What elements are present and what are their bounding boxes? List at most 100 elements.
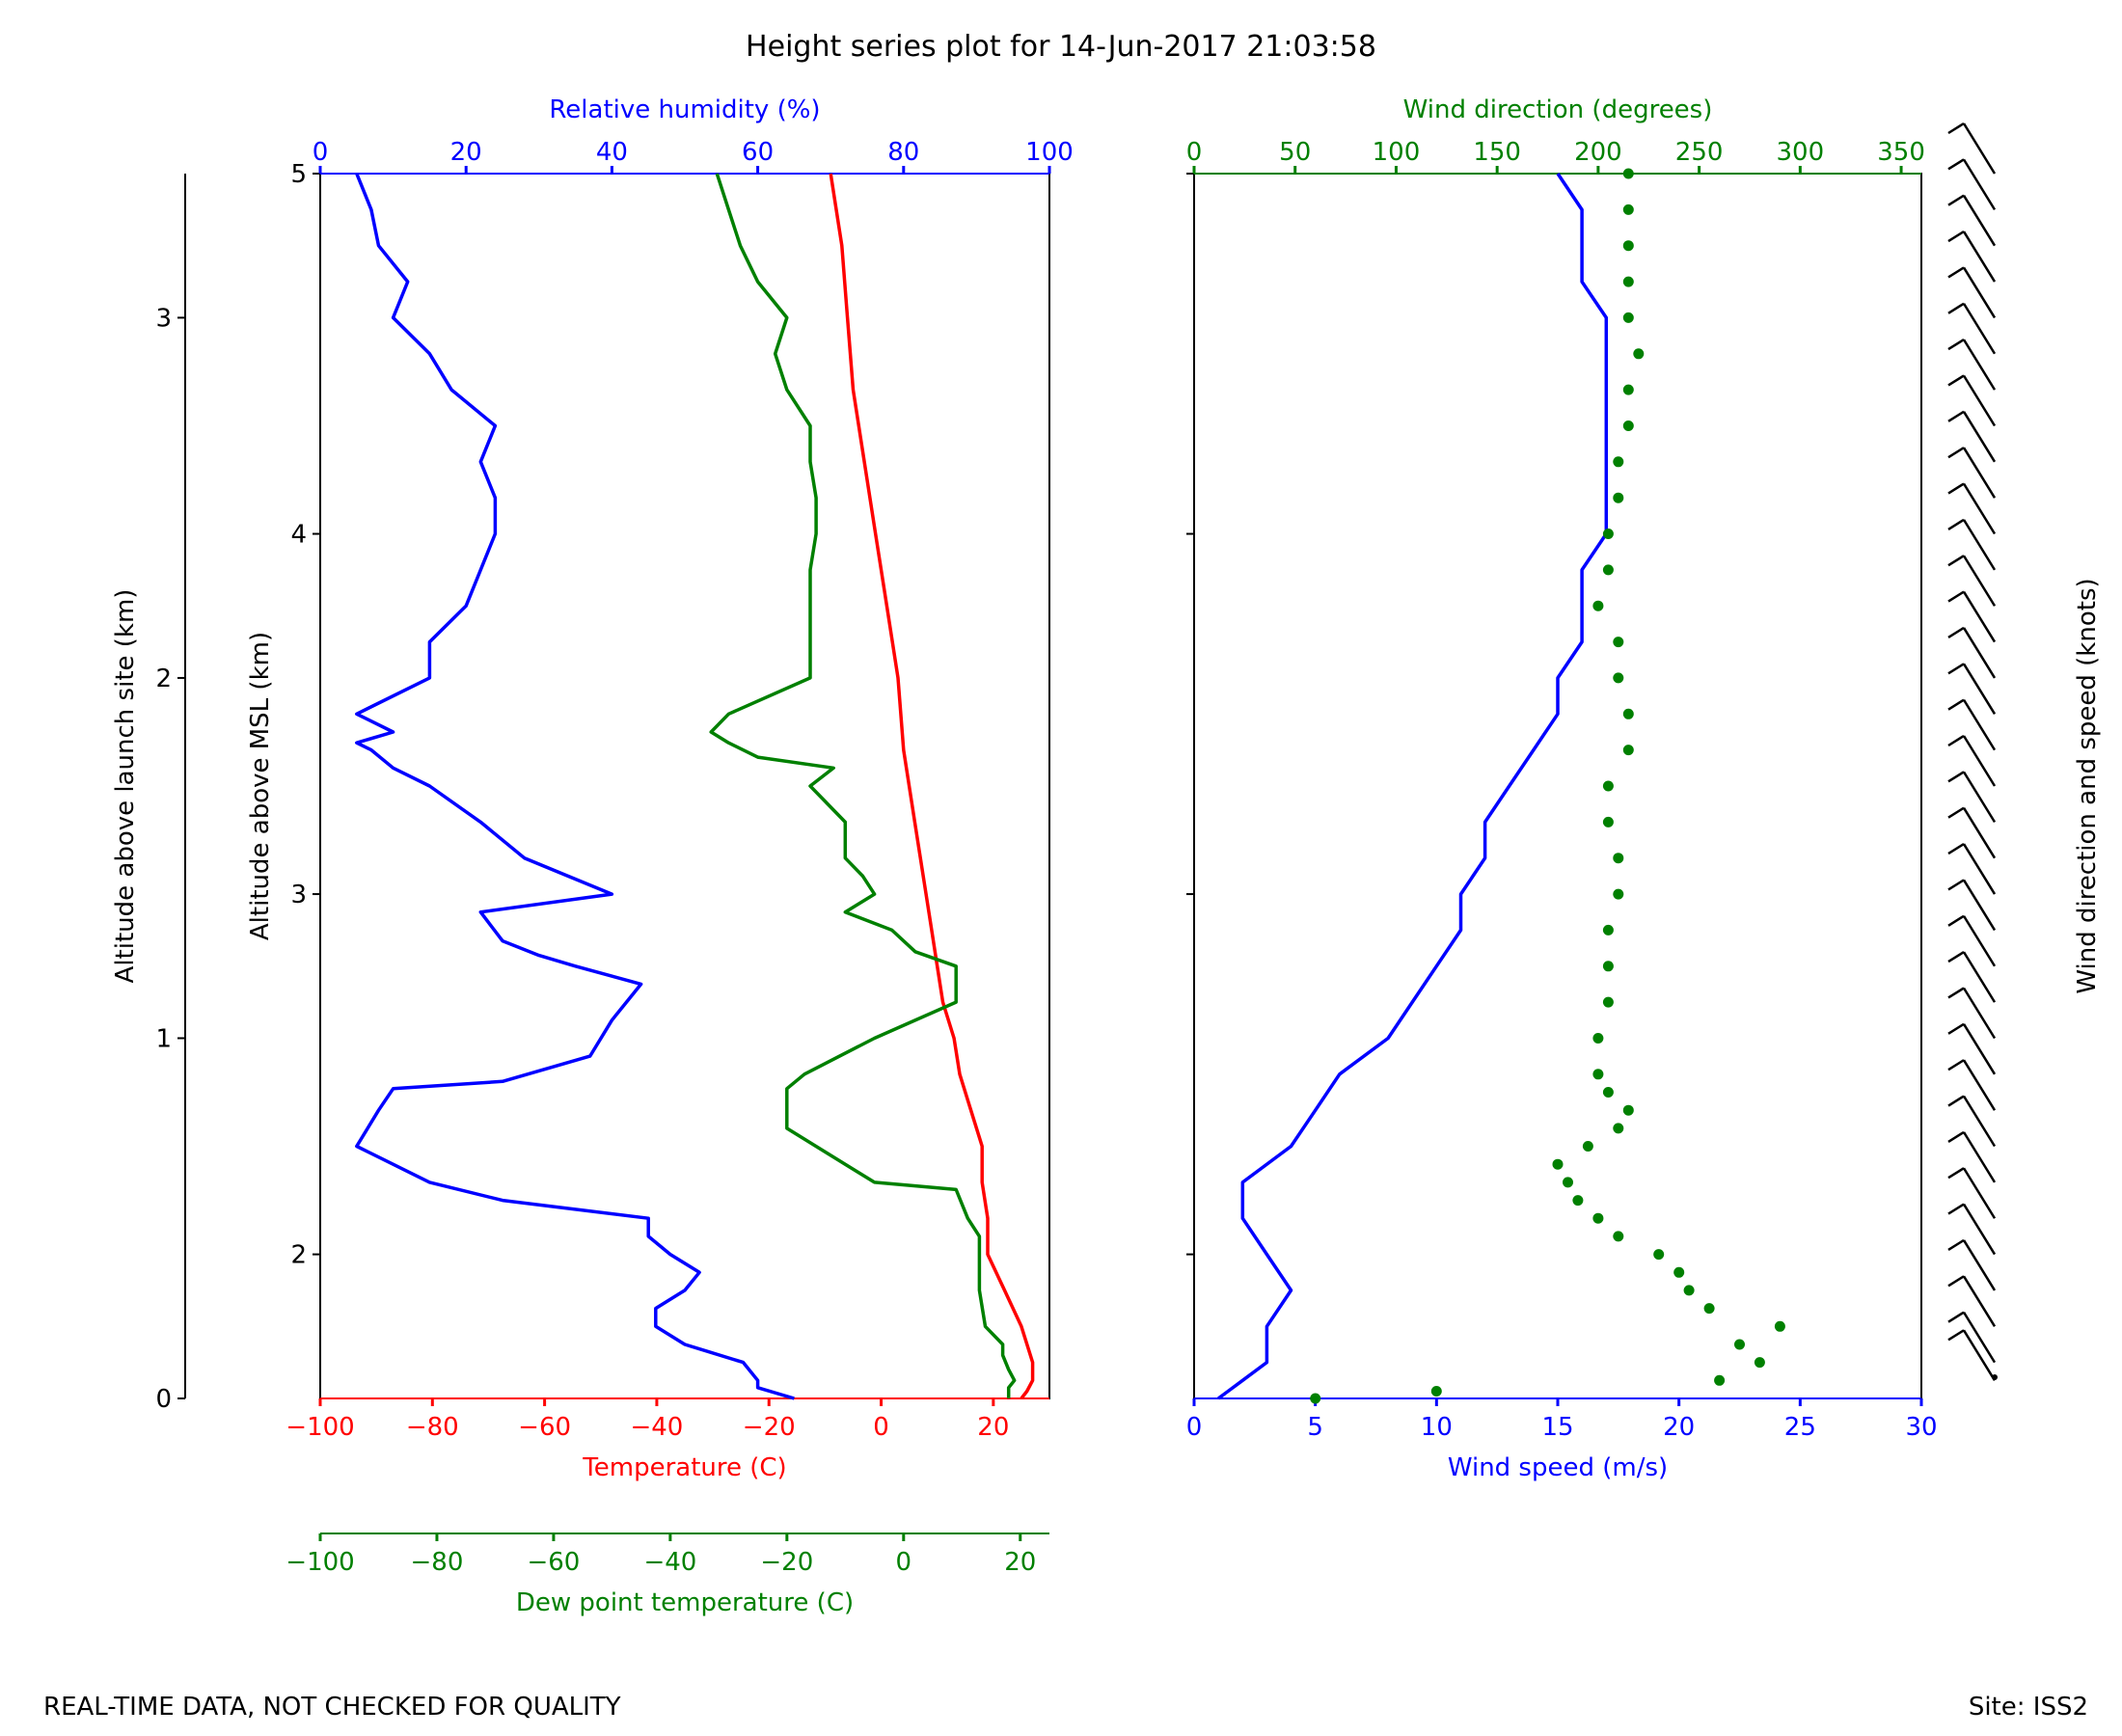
launch-tick-label: 1 — [155, 1024, 172, 1053]
footer-right: Site: ISS2 — [1969, 1693, 2088, 1722]
msl-axis-label: Altitude above MSL (km) — [246, 632, 275, 940]
wind-barb — [1947, 158, 1965, 171]
wind-speed-tick-label: 10 — [1421, 1413, 1453, 1442]
msl-tick-label: 5 — [290, 160, 307, 189]
wind-barb — [1962, 195, 1997, 247]
wind-dir-point — [1592, 1069, 1604, 1080]
wind-barb — [1962, 1311, 1997, 1364]
dewpoint-tick-label: −40 — [643, 1548, 696, 1577]
dewpoint-line — [709, 173, 1017, 1398]
launch-axis-label: Altitude above launch site (km) — [111, 589, 140, 984]
wind-barb — [1962, 915, 1997, 967]
rh-tick-label: 0 — [313, 138, 329, 167]
wind-barb — [1962, 519, 1997, 571]
wind-barb — [1962, 1275, 1997, 1327]
wind-barb — [1962, 158, 1997, 211]
barb-axis-label: Wind direction and speed (knots) — [2073, 578, 2102, 993]
wind-dir-axis-label: Wind direction (degrees) — [1403, 95, 1713, 124]
wind-barb — [1962, 231, 1997, 283]
wind-barb — [1962, 627, 1997, 679]
wind-dir-tick-label: 50 — [1279, 138, 1311, 167]
temperature-line — [829, 173, 1035, 1400]
wind-barb — [1947, 230, 1965, 243]
wind-dir-point — [1602, 780, 1614, 792]
dewpoint-tick-label: 20 — [1004, 1548, 1036, 1577]
wind-barb — [1947, 1275, 1965, 1288]
wind-dir-point — [1613, 853, 1624, 864]
wind-barb — [1947, 626, 1965, 639]
temperature-tick-label: −20 — [743, 1413, 796, 1442]
wind-barb — [1947, 1238, 1965, 1252]
wind-dir-point — [1310, 1393, 1321, 1404]
wind-dir-point — [1602, 961, 1614, 972]
launch-tick-label: 2 — [155, 665, 172, 693]
rh-tick-label: 60 — [742, 138, 774, 167]
launch-tick-label: 0 — [155, 1385, 172, 1414]
dewpoint-tick-label: −80 — [411, 1548, 464, 1577]
wind-barb — [1962, 951, 1997, 1003]
wind-dir-point — [1683, 1285, 1695, 1296]
wind-dir-point — [1613, 637, 1624, 648]
wind-barb — [1947, 555, 1965, 567]
wind-barb — [1962, 590, 1997, 643]
wind-speed-tick-label: 5 — [1307, 1413, 1323, 1442]
wind-barb — [1947, 663, 1965, 675]
wind-dir-point — [1754, 1357, 1765, 1369]
wind-barb — [1947, 1059, 1965, 1071]
wind-barb — [1962, 1023, 1997, 1075]
wind-dir-point — [1633, 348, 1645, 360]
msl-tick-label: 3 — [290, 881, 307, 909]
wind-barb — [1947, 698, 1965, 711]
wind-dir-point — [1613, 1231, 1624, 1242]
wind-dir-point — [1703, 1303, 1715, 1315]
wind-dir-point — [1622, 312, 1634, 323]
wind-dir-point — [1602, 924, 1614, 936]
wind-barb — [1947, 914, 1965, 927]
wind-dir-point — [1714, 1374, 1726, 1386]
wind-barb — [1962, 1203, 1997, 1256]
dewpoint-axis-label: Dew point temperature (C) — [516, 1588, 854, 1617]
wind-dir-point — [1622, 203, 1634, 215]
wind-barb — [1947, 771, 1965, 783]
wind-dir-point — [1613, 672, 1624, 684]
wind-barb — [1962, 339, 1997, 391]
wind-dir-tick-label: 300 — [1777, 138, 1825, 167]
wind-dir-point — [1622, 1104, 1634, 1116]
wind-barb — [1947, 374, 1965, 387]
wind-dir-tick-label: 0 — [1186, 138, 1203, 167]
wind-dir-point — [1602, 996, 1614, 1008]
wind-dir-point — [1673, 1266, 1685, 1278]
wind-barb — [1947, 1329, 1965, 1342]
wind-barb — [1962, 807, 1997, 859]
wind-speed-tick-label: 25 — [1784, 1413, 1816, 1442]
wind-dir-point — [1622, 708, 1634, 719]
wind-dir-point — [1430, 1386, 1442, 1397]
wind-barb — [1947, 194, 1965, 206]
wind-dir-tick-label: 150 — [1473, 138, 1521, 167]
wind-dir-point — [1552, 1158, 1564, 1170]
wind-speed-tick-label: 15 — [1541, 1413, 1573, 1442]
wind-barb — [1947, 590, 1965, 603]
wind-barb — [1947, 734, 1965, 747]
wind-barb — [1962, 771, 1997, 824]
rh-tick-label: 40 — [596, 138, 628, 167]
wind-dir-point — [1622, 384, 1634, 395]
rh-tick-label: 100 — [1025, 138, 1074, 167]
wind-dir-point — [1602, 1087, 1614, 1098]
dewpoint-tick-label: −60 — [527, 1548, 580, 1577]
wind-barb — [1947, 518, 1965, 530]
wind-barb — [1962, 843, 1997, 895]
wind-barb — [1962, 1239, 1997, 1291]
temperature-tick-label: −80 — [406, 1413, 459, 1442]
temperature-tick-label: 20 — [977, 1413, 1009, 1442]
figure-title: Height series plot for 14-Jun-2017 21:03… — [746, 30, 1376, 64]
wind-barb — [1962, 482, 1997, 535]
temperature-tick-label: 0 — [873, 1413, 889, 1442]
wind-barb — [1962, 303, 1997, 355]
wind-barb — [1947, 122, 1965, 135]
temperature-axis-label: Temperature (C) — [582, 1453, 786, 1482]
wind-dir-point — [1622, 276, 1634, 287]
rh-line — [355, 173, 795, 1400]
rh-axis-label: Relative humidity (%) — [549, 95, 820, 124]
